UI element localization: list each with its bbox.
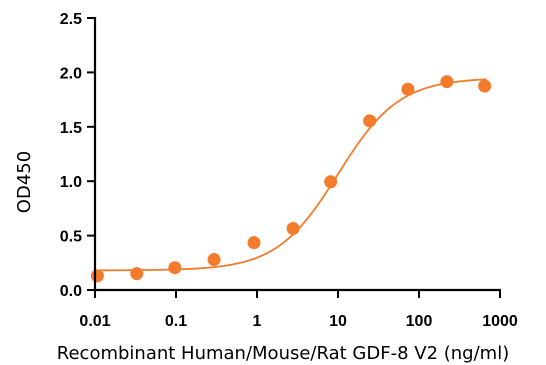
- axes-layer: [87, 17, 501, 298]
- x-tick-label: 10: [329, 313, 347, 330]
- y-tick-label: 1.0: [60, 174, 82, 191]
- labels-layer: 0.0 0.5 1.0 1.5 2.0 2.5 0.01 0.1 1 10 100 1000: [60, 11, 518, 330]
- data-point: [168, 261, 182, 275]
- y-axis-title: OD450: [14, 151, 35, 213]
- fit-curve: [96, 78, 487, 272]
- y-tick-label: 1.5: [60, 120, 82, 137]
- x-tick-label: 1000: [482, 313, 518, 330]
- data-point: [478, 79, 492, 93]
- data-point: [363, 114, 377, 128]
- data-point: [401, 82, 415, 96]
- y-tick-label: 2.0: [60, 65, 82, 82]
- y-tick-label: 0.5: [60, 229, 82, 246]
- data-point: [247, 236, 261, 250]
- data-point: [90, 269, 104, 283]
- data-point: [207, 253, 221, 267]
- y-tick-label: 2.5: [60, 11, 82, 28]
- data-point: [286, 222, 300, 236]
- x-tick-label: 0.01: [79, 313, 110, 330]
- x-tick-label: 1: [253, 313, 262, 330]
- x-axis-title: Recombinant Human/Mouse/Rat GDF-8 V2 (ng…: [57, 343, 509, 364]
- fit-curve-layer: [96, 78, 487, 272]
- y-tick-label: 0.0: [60, 283, 82, 300]
- data-point: [130, 267, 144, 281]
- x-tick-label: 0.1: [165, 313, 187, 330]
- data-point: [440, 75, 454, 89]
- x-tick-label: 100: [406, 313, 433, 330]
- data-point: [324, 175, 338, 189]
- data-points-layer: [90, 75, 492, 283]
